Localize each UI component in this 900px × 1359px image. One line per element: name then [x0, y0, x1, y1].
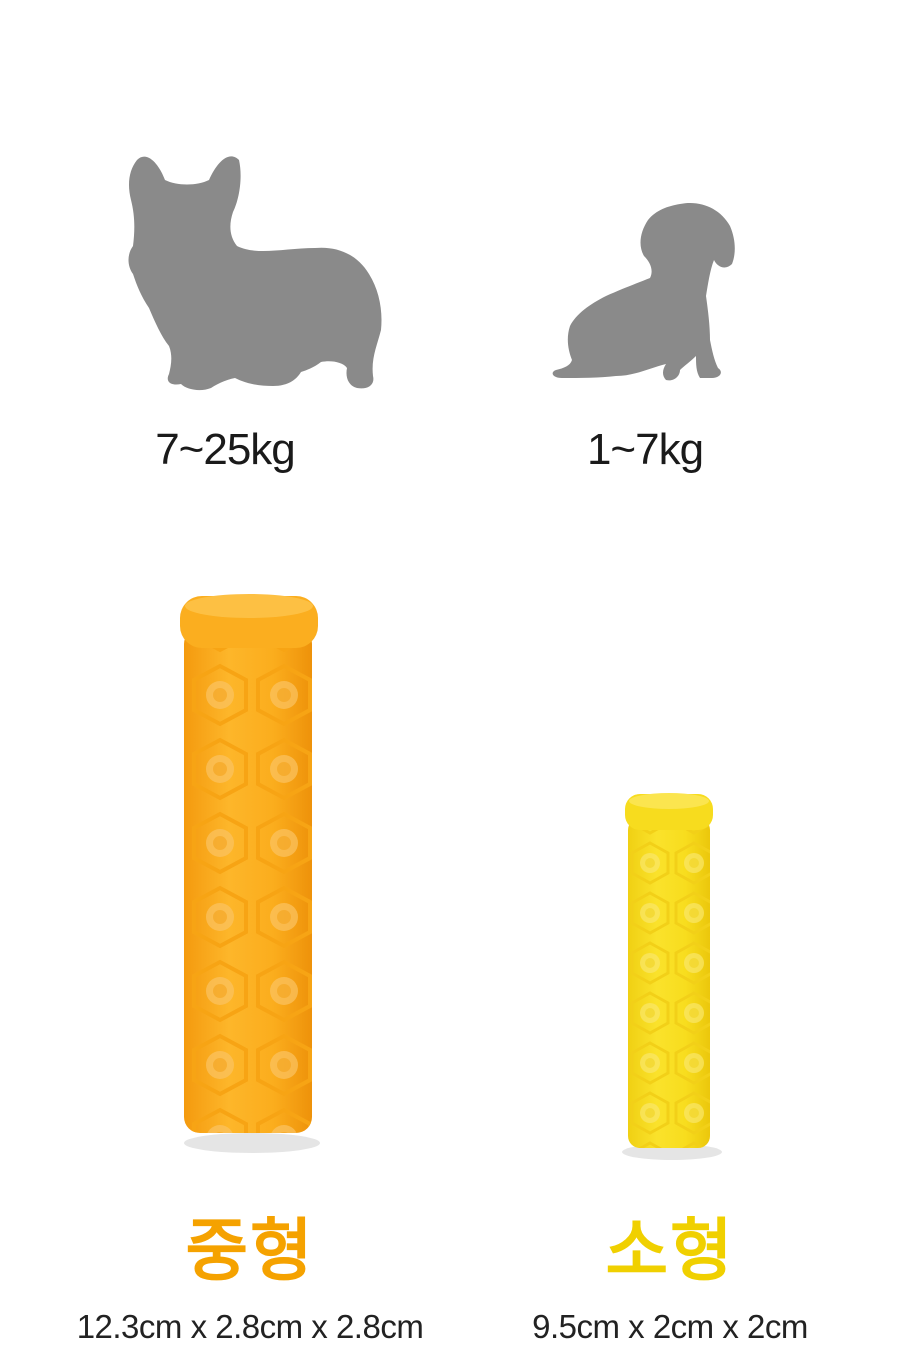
- product-small: 1~7kg 소형 9.5cm x 2cm x 2cm: [450, 0, 900, 1359]
- weight-range: 7~25kg: [155, 425, 296, 474]
- dimensions: 12.3cm x 2.8cm x 2.8cm: [76, 1308, 424, 1345]
- medium-chew-toy-image: [180, 594, 320, 1153]
- weight-range: 1~7kg: [586, 425, 704, 474]
- size-name: 소형: [605, 1213, 735, 1289]
- small-chew-toy-image: [622, 793, 722, 1160]
- product-medium: 7~25kg 중형 12.3cm x 2.8cm x 2.8cm: [77, 156, 424, 1345]
- corgi-silhouette-icon: [128, 156, 382, 391]
- dachshund-silhouette-icon: [552, 202, 735, 381]
- dimensions: 9.5cm x 2cm x 2cm: [532, 1308, 808, 1345]
- size-name: 중형: [185, 1213, 315, 1289]
